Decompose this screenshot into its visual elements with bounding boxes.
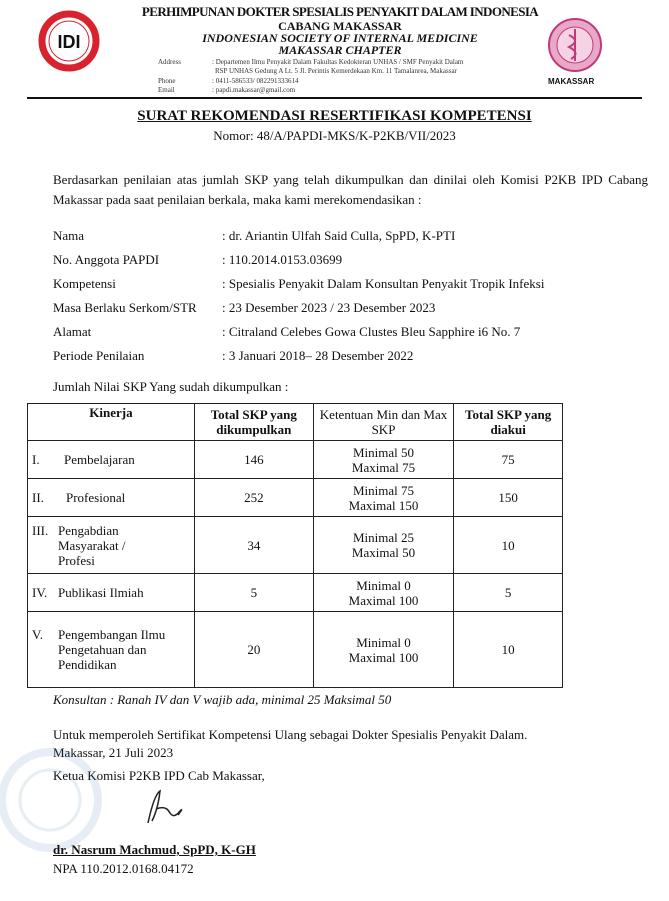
row-label: Pengembangan Ilmu Pengetahuan dan Pendid… — [58, 627, 166, 672]
address-line-1: : Departemen Ilmu Penyakit Dalam Fakulta… — [212, 58, 464, 66]
org-chapter-en: MAKASSAR CHAPTER — [278, 43, 402, 57]
table-row: IV. Publikasi Ilmiah 5 Minimal 0 Maximal 1… — [27, 573, 563, 612]
row-rule: Minimal 25 Maximal 50 — [312, 516, 455, 574]
row-number: V. — [32, 627, 43, 642]
field-label-validity: Masa Berlaku Serkom/STR — [53, 300, 197, 315]
address-label: Address — [158, 58, 181, 66]
header-accepted: Total SKP yang diakui — [453, 403, 563, 441]
row-total: 20 — [193, 611, 314, 688]
field-label-member-no: No. Anggota PAPDI — [53, 252, 160, 267]
table-row: II. Profesional 252 Minimal 75 Maximal 150… — [27, 478, 563, 517]
row-max: Maximal 75 — [351, 459, 416, 475]
row-max: Maximal 100 — [348, 649, 419, 665]
row-label: Profesional — [66, 490, 126, 505]
header-kinerja: Kinerja — [27, 403, 195, 441]
table-row: V. Pengembangan Ilmu Pengetahuan dan Pend… — [27, 611, 563, 688]
field-label-competence: Kompetensi — [53, 276, 116, 291]
header-total: Total SKP yang dikumpulkan — [193, 403, 314, 441]
logo-caption: MAKASSAR — [548, 77, 595, 86]
table-caption: Jumlah Nilai SKP Yang sudah dikumpulkan … — [53, 379, 289, 394]
row-total: 252 — [193, 478, 314, 517]
letter-title: SURAT REKOMENDASI RESERTIFIKASI KOMPETEN… — [137, 108, 532, 124]
table-note: Konsultan : Ranah IV dan V wajib ada, mi… — [53, 692, 392, 707]
row-rule: Minimal 75 Maximal 150 — [312, 478, 455, 517]
address-line-2: RSP UNHAS Gedung A Lt. 5 Jl. Perintis Ke… — [215, 67, 457, 75]
row-accepted: 10 — [453, 516, 563, 574]
row-number: I. — [32, 452, 40, 467]
row-min: Minimal 50 — [353, 444, 415, 460]
phone-label: Phone — [158, 77, 176, 85]
row-total: 5 — [193, 573, 314, 612]
field-value-member-no: : 110.2014.0153.03699 — [222, 252, 343, 267]
skp-table: Kinerja Total SKP yang dikumpulkan Keten… — [27, 403, 563, 688]
idi-logo-icon: IDI — [38, 10, 100, 72]
row-min: Minimal 0 — [356, 577, 411, 593]
place-date: Makassar, 21 Juli 2023 — [53, 745, 174, 760]
table-row: III. Pengabdian Masyarakat / Profesi 34 M… — [27, 516, 563, 574]
org-name: PERHIMPUNAN DOKTER SPESIALIS PENYAKIT DA… — [141, 4, 539, 19]
row-min: Minimal 25 — [353, 530, 415, 545]
email-value: : papdi.makassar@gmail.com — [212, 86, 296, 94]
row-total: 146 — [193, 440, 314, 479]
field-value-address: : Citraland Celebes Gowa Clustes Bleu Sa… — [222, 324, 521, 339]
email-label: Email — [158, 86, 175, 94]
field-label-nama: Nama — [53, 228, 85, 243]
stamp-watermark-icon — [0, 748, 102, 852]
table-row: I. Pembelajaran 146 Minimal 50 Maximal 75 … — [27, 440, 563, 479]
letter-number: Nomor: 48/A/PAPDI-MKS/K-P2KB/VII/2023 — [213, 128, 456, 143]
row-max: Maximal 50 — [351, 545, 416, 560]
intro-paragraph: Berdasarkan penilaian atas jumlah SKP ya… — [53, 172, 648, 207]
row-kinerja: III. Pengabdian Masyarakat / Profesi — [27, 516, 195, 574]
row-min: Minimal 0 — [356, 634, 411, 650]
row-max: Maximal 100 — [348, 592, 419, 608]
signer-title: Ketua Komisi P2KB IPD Cab Makassar, — [53, 768, 265, 783]
row-total: 34 — [193, 516, 314, 574]
field-value-nama: : dr. Ariantin Ulfah Said Culla, SpPD, K… — [222, 228, 456, 243]
signer-npa: NPA 110.2012.0168.04172 — [53, 861, 194, 876]
closing-text: Untuk memperoleh Sertifikat Kompetensi U… — [53, 727, 528, 742]
row-kinerja: I. Pembelajaran — [27, 440, 195, 479]
signature-icon — [147, 789, 183, 824]
row-number: II. — [32, 490, 44, 505]
row-rule: Minimal 0 Maximal 100 — [312, 611, 455, 688]
header-divider — [27, 97, 642, 99]
row-label: Pengabdian Masyarakat / Profesi — [58, 522, 126, 568]
field-label-period: Periode Penilaian — [53, 348, 145, 363]
field-value-period: : 3 Januari 2018– 28 Desember 2022 — [222, 348, 414, 363]
row-accepted: 10 — [453, 611, 563, 688]
table-header-row: Kinerja Total SKP yang dikumpulkan Keten… — [27, 403, 563, 441]
phone-value: : 0411-586533/ 082291333614 — [212, 77, 299, 85]
row-kinerja: IV. Publikasi Ilmiah — [27, 573, 195, 612]
field-label-address: Alamat — [53, 324, 92, 339]
header-rule: Ketentuan Min dan Max SKP — [312, 403, 455, 441]
row-max: Maximal 150 — [348, 497, 419, 513]
row-rule: Minimal 0 Maximal 100 — [312, 573, 455, 612]
row-number: III. — [32, 522, 49, 538]
signer-name: dr. Nasrum Machmud, SpPD, K-GH — [53, 842, 256, 857]
field-value-competence: : Spesialis Penyakit Dalam Konsultan Pen… — [222, 276, 545, 291]
papdi-logo-icon — [548, 18, 602, 72]
row-accepted: 5 — [453, 573, 563, 612]
org-branch: CABANG MAKASSAR — [278, 19, 402, 33]
row-rule: Minimal 50 Maximal 75 — [312, 440, 455, 479]
field-value-validity: : 23 Desember 2023 / 23 Desember 2023 — [222, 300, 436, 315]
row-kinerja: V. Pengembangan Ilmu Pengetahuan dan Pend… — [27, 611, 195, 688]
row-min: Minimal 75 — [353, 482, 415, 498]
row-accepted: 75 — [453, 440, 563, 479]
row-label: Pembelajaran — [64, 452, 135, 467]
org-name-en: INDONESIAN SOCIETY OF INTERNAL MEDICINE — [202, 31, 478, 45]
svg-text:IDI: IDI — [57, 32, 80, 52]
row-accepted: 150 — [453, 478, 563, 517]
row-label: Publikasi Ilmiah — [58, 585, 144, 600]
row-number: IV. — [32, 585, 48, 600]
row-kinerja: II. Profesional — [27, 478, 195, 517]
